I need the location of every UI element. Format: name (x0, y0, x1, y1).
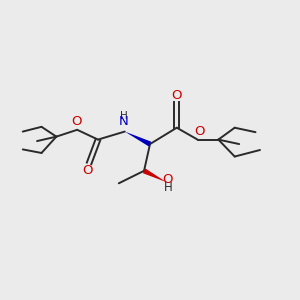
Polygon shape (125, 132, 151, 146)
Text: O: O (82, 164, 93, 177)
Text: N: N (119, 115, 129, 128)
Text: O: O (71, 115, 82, 128)
Text: O: O (172, 89, 182, 102)
Text: H: H (120, 111, 128, 121)
Text: O: O (163, 172, 173, 186)
Text: H: H (164, 181, 172, 194)
Polygon shape (143, 168, 166, 182)
Text: O: O (194, 125, 204, 138)
